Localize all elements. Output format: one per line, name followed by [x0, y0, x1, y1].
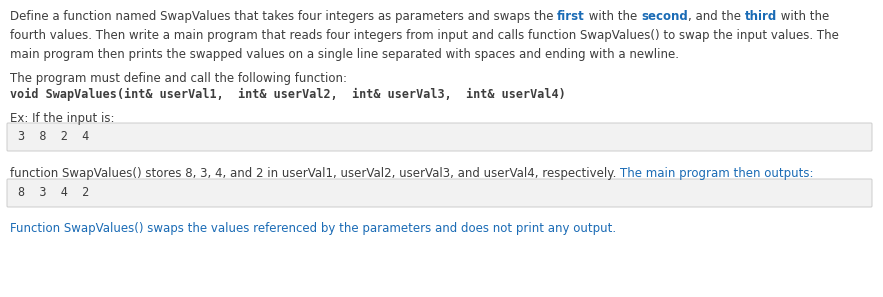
Text: with the: with the — [777, 10, 829, 23]
FancyBboxPatch shape — [7, 179, 872, 207]
Text: The main program then outputs:: The main program then outputs: — [620, 167, 813, 180]
Text: main program then prints the swapped values on a single line separated with spac: main program then prints the swapped val… — [10, 48, 679, 61]
Text: Function SwapValues() swaps the values referenced by the parameters and does not: Function SwapValues() swaps the values r… — [10, 222, 616, 235]
Text: Define a function named SwapValues that takes four integers as parameters and sw: Define a function named SwapValues that … — [10, 10, 557, 23]
Text: with the: with the — [585, 10, 641, 23]
Text: 3  8  2  4: 3 8 2 4 — [18, 130, 89, 143]
Text: third: third — [744, 10, 777, 23]
Text: function SwapValues() stores 8, 3, 4, and 2 in userVal1, userVal2, userVal3, and: function SwapValues() stores 8, 3, 4, an… — [10, 167, 620, 180]
Text: , and the: , and the — [688, 10, 744, 23]
Text: second: second — [641, 10, 688, 23]
Text: void SwapValues(int& userVal1,  int& userVal2,  int& userVal3,  int& userVal4): void SwapValues(int& userVal1, int& user… — [10, 88, 566, 101]
FancyBboxPatch shape — [7, 123, 872, 151]
Text: Ex: If the input is:: Ex: If the input is: — [10, 112, 115, 125]
Text: fourth values. Then write a main program that reads four integers from input and: fourth values. Then write a main program… — [10, 29, 839, 42]
Text: The program must define and call the following function:: The program must define and call the fol… — [10, 72, 347, 85]
Text: 8  3  4  2: 8 3 4 2 — [18, 187, 89, 200]
Text: first: first — [557, 10, 585, 23]
